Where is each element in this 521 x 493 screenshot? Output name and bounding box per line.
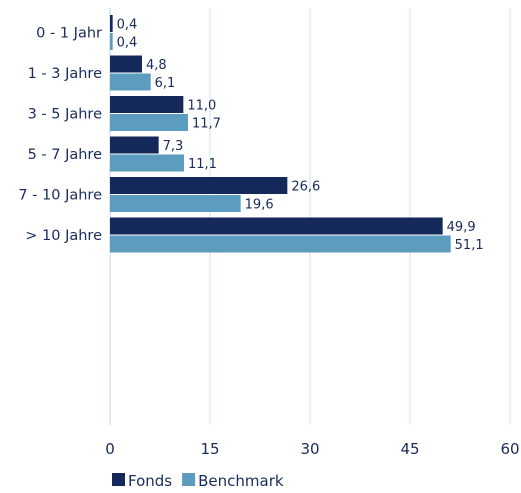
category-label: 7 - 10 Jahre — [18, 188, 102, 204]
category-label: 0 - 1 Jahr — [36, 26, 102, 42]
data-label: 11,0 — [187, 99, 216, 114]
bar-benchmark — [110, 154, 184, 172]
category-label: > 10 Jahre — [25, 228, 102, 244]
x-tick-label: 60 — [500, 440, 519, 458]
data-label: 19,6 — [245, 198, 274, 213]
legend-label-fonds: Fonds — [128, 472, 172, 490]
data-label: 0,4 — [117, 18, 138, 33]
data-label: 4,8 — [146, 58, 167, 73]
bar-fonds — [110, 177, 288, 194]
data-label: 0,4 — [117, 36, 138, 51]
data-label: 26,6 — [291, 180, 320, 195]
legend: Fonds Benchmark — [112, 472, 284, 490]
data-label: 49,9 — [447, 220, 476, 235]
bar-fonds — [110, 55, 142, 73]
x-tick-label: 0 — [105, 440, 115, 458]
bar-benchmark — [110, 33, 113, 50]
bar-benchmark — [110, 235, 451, 253]
bar-fonds — [110, 15, 113, 32]
legend-label-benchmark: Benchmark — [198, 472, 284, 490]
data-label: 11,1 — [188, 157, 217, 172]
x-tick-label: 30 — [300, 440, 319, 458]
data-labels: 0,4 0,4 4,8 6,1 11,0 11,7 7,3 11,1 26,6 19,6 49,9 5… — [117, 18, 484, 254]
category-label: 5 - 7 Jahre — [28, 147, 103, 163]
legend-swatch-benchmark — [182, 473, 196, 486]
gridlines — [109, 8, 511, 425]
x-tick-label: 45 — [400, 440, 419, 458]
data-label: 51,1 — [455, 238, 484, 253]
bar-fonds — [110, 96, 184, 113]
bar-fonds — [110, 217, 443, 235]
x-axis-tick-labels: 0 15 30 45 60 — [105, 440, 519, 458]
bar-benchmark — [110, 195, 241, 212]
bar-benchmark — [110, 73, 151, 91]
data-label: 11,7 — [192, 117, 221, 132]
x-tick-label: 15 — [200, 440, 219, 458]
data-label: 6,1 — [155, 76, 176, 91]
category-label: 3 - 5 Jahre — [28, 107, 103, 123]
data-label: 7,3 — [163, 139, 184, 154]
bar-fonds — [110, 136, 159, 154]
legend-swatch-fonds — [112, 473, 125, 486]
bar-benchmark — [110, 114, 188, 131]
category-label: 1 - 3 Jahre — [28, 66, 103, 82]
category-labels: 0 - 1 Jahr 1 - 3 Jahre 3 - 5 Jahre 5 - 7 Ja… — [18, 26, 102, 245]
bars — [110, 15, 451, 253]
